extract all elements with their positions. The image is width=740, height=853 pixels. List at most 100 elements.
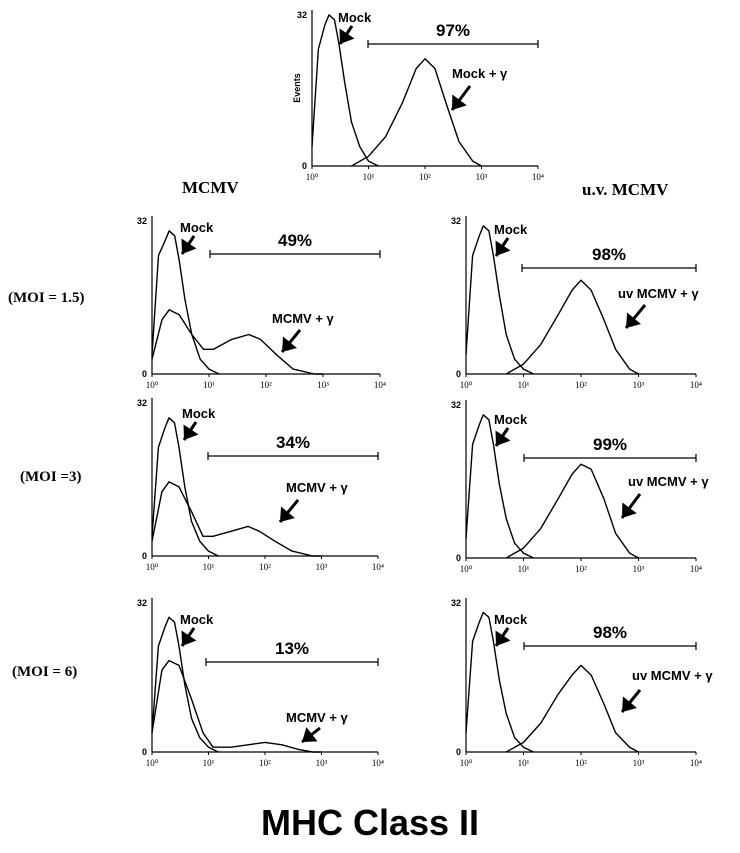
- treated-label: uv MCMV + γ: [632, 668, 713, 683]
- treated-arrow-head: [302, 727, 318, 742]
- x-tick-label: 10³: [476, 172, 488, 182]
- mock-label: Mock: [338, 10, 372, 25]
- x-tick-label: 10⁴: [374, 380, 386, 390]
- panel-uv-2: 10⁰ 10¹ 10² 10³ 10⁴ 32 0 99% Mock uv MCMV + γ: [451, 400, 709, 574]
- histogram-treated: [505, 664, 639, 753]
- x-tick-label: 10⁰: [460, 564, 473, 574]
- x-tick-label: 10²: [259, 562, 271, 572]
- row-label-moi-1-5: (MOI = 1.5): [8, 290, 85, 306]
- mock-arrow-head: [181, 238, 197, 254]
- x-tick-label: 10⁴: [372, 562, 384, 572]
- treated-arrow-head: [626, 312, 641, 328]
- x-tick-label: 10³: [316, 562, 328, 572]
- treated-arrow: [278, 499, 300, 523]
- treated-label: uv MCMV + γ: [618, 286, 699, 301]
- x-tick-label: 10⁴: [690, 564, 702, 574]
- treated-label: uv MCMV + γ: [628, 474, 709, 489]
- x-tick-label: 10⁰: [146, 380, 159, 390]
- treated-label: MCMV + γ: [272, 311, 335, 326]
- histogram-treated: [351, 58, 482, 167]
- mock-arrow: [338, 25, 355, 45]
- treated-arrow: [620, 689, 642, 713]
- y-tick-label: 32: [451, 400, 461, 410]
- gate-percent-label: 99%: [593, 435, 627, 454]
- y-tick-label: 0: [456, 747, 461, 757]
- mock-arrow: [494, 237, 511, 257]
- treated-arrow: [450, 85, 472, 111]
- y-tick-label: 32: [297, 10, 307, 20]
- y-tick-label: 32: [137, 216, 147, 226]
- mock-label: Mock: [180, 612, 214, 627]
- treated-arrow-head: [280, 506, 295, 522]
- row-label-moi-3: (MOI =3): [20, 469, 82, 485]
- histogram-mock: [465, 414, 534, 559]
- x-tick-label: 10²: [419, 172, 431, 182]
- x-tick-label: 10¹: [518, 380, 530, 390]
- y-tick-label: 32: [137, 598, 147, 608]
- mock-arrow-head: [495, 630, 511, 646]
- x-tick-label: 10¹: [203, 380, 215, 390]
- mock-arrow-head: [183, 424, 199, 440]
- gate-percent-label: 98%: [592, 245, 626, 264]
- mock-arrow: [494, 427, 511, 447]
- x-tick-label: 10⁰: [460, 380, 473, 390]
- mock-arrow-head: [495, 240, 511, 256]
- column-header-mcmv: MCMV: [182, 178, 239, 197]
- x-tick-label: 10³: [633, 758, 645, 768]
- mock-label: Mock: [494, 412, 528, 427]
- treated-arrow: [280, 329, 302, 353]
- x-tick-label: 10²: [259, 758, 271, 768]
- gate-percent-label: 98%: [593, 623, 627, 642]
- mock-label: Mock: [180, 220, 214, 235]
- x-tick-label: 10¹: [363, 172, 375, 182]
- x-tick-label: 10³: [317, 380, 329, 390]
- column-header-uv-mcmv: u.v. MCMV: [582, 180, 669, 199]
- treated-arrow-head: [622, 696, 637, 712]
- treated-arrow-head: [622, 502, 637, 518]
- mock-label: Mock: [494, 222, 528, 237]
- x-tick-label: 10⁰: [460, 758, 473, 768]
- y-tick-label: 32: [451, 216, 461, 226]
- histogram-treated: [505, 463, 639, 559]
- x-tick-label: 10⁰: [146, 758, 159, 768]
- gate-percent-label: 13%: [275, 639, 309, 658]
- x-tick-label: 10⁴: [532, 172, 544, 182]
- treated-label: MCMV + γ: [286, 710, 349, 725]
- mock-arrow: [180, 235, 197, 255]
- y-tick-label: 0: [142, 551, 147, 561]
- x-tick-label: 10⁰: [146, 562, 159, 572]
- histogram-treated: [151, 659, 322, 753]
- panel-mcmv-2: 10⁰ 10¹ 10² 10³ 10⁴ 32 0 34% Mock MCMV + γ: [137, 398, 384, 572]
- treated-arrow-head: [452, 94, 467, 110]
- y-tick-label: 0: [142, 369, 147, 379]
- y-tick-label: 0: [456, 369, 461, 379]
- mock-arrow: [494, 627, 511, 647]
- treated-label: Mock + γ: [452, 66, 508, 81]
- y-tick-label: 32: [137, 398, 147, 408]
- x-tick-label: 10²: [575, 564, 587, 574]
- x-tick-label: 10³: [633, 380, 645, 390]
- y-tick-label: 0: [302, 161, 307, 171]
- x-tick-label: 10²: [260, 380, 272, 390]
- histogram-mock: [151, 616, 219, 753]
- mock-arrow-head: [181, 630, 197, 646]
- x-tick-label: 10¹: [203, 758, 215, 768]
- mock-arrow-head: [339, 28, 355, 44]
- panel-uv-3: 10⁰ 10¹ 10² 10³ 10⁴ 32 0 98% Mock uv MCMV + γ: [451, 598, 713, 768]
- histogram-treated: [151, 309, 323, 375]
- x-tick-label: 10⁰: [306, 172, 319, 182]
- x-tick-label: 10⁴: [690, 758, 702, 768]
- x-tick-label: 10¹: [518, 564, 530, 574]
- gate-percent-label: 34%: [276, 433, 310, 452]
- mock-arrow: [180, 627, 197, 647]
- gate-percent-label: 97%: [436, 21, 470, 40]
- panel-mcmv-3: 10⁰ 10¹ 10² 10³ 10⁴ 32 0 13% Mock MCMV + γ: [137, 598, 384, 768]
- y-tick-label: 32: [451, 598, 461, 608]
- figure-caption: MHC Class II: [260, 802, 480, 843]
- x-tick-label: 10³: [633, 564, 645, 574]
- x-tick-label: 10⁴: [690, 380, 702, 390]
- x-tick-label: 10²: [575, 758, 587, 768]
- mock-label: Mock: [182, 406, 216, 421]
